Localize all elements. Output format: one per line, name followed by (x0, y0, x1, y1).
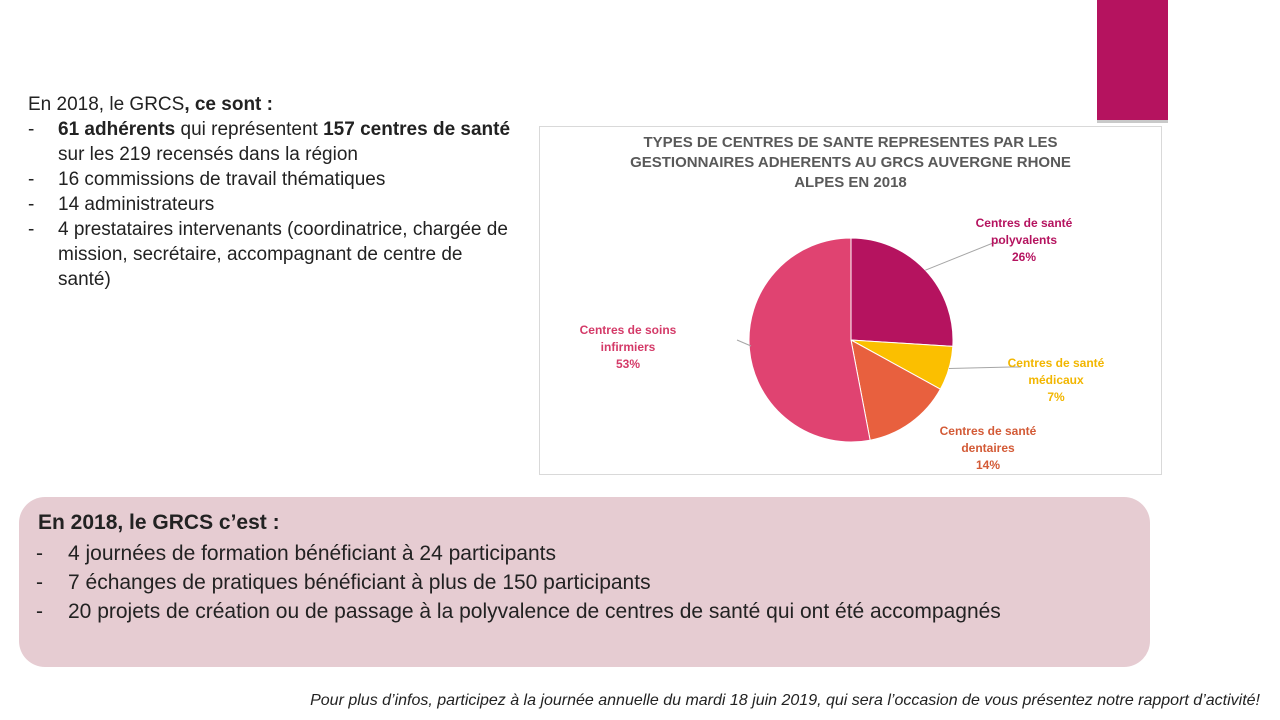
intro-item-text: qui représentent (175, 119, 324, 140)
intro-item-adherents: - 61 adhérents qui représentent 157 centr… (28, 117, 518, 167)
pie-slice (850, 339, 942, 441)
intro-heading-bold: , ce sont : (184, 94, 273, 115)
footer-note: Pour plus d’infos, participez à la journ… (310, 692, 1260, 709)
centres-count: 157 centres de santé (323, 119, 511, 140)
intro-item-text: 4 prestataires intervenants (coordinatri… (58, 219, 508, 290)
list-dash: - (28, 169, 35, 190)
summary-item: - 7 échanges de pratiques bénéficiant à p… (36, 568, 1126, 597)
list-dash: - (36, 600, 43, 623)
accent-bar (1097, 0, 1168, 120)
intro-item-administrateurs: - 14 administrateurs (28, 192, 518, 217)
pie-slice (748, 237, 871, 443)
summary-heading: En 2018, le GRCS c’est : (38, 511, 280, 534)
summary-item: - 4 journées de formation bénéficiant à 2… (36, 539, 1126, 568)
summary-item-text: 20 projets de création ou de passage à l… (68, 600, 1001, 623)
leader-line (948, 366, 1021, 369)
intro-item-text: 14 administrateurs (58, 194, 215, 215)
summary-item-text: 7 échanges de pratiques bénéficiant à pl… (68, 571, 651, 594)
pie-slice-label: Centres de santé dentaires 14% (940, 424, 1037, 472)
pie-slice-label: Centres de santé polyvalents 26% (976, 216, 1073, 264)
intro-item-text: sur les 219 recensés dans la région (58, 144, 358, 165)
chart-title-line: TYPES DE CENTRES DE SANTE REPRESENTES PA… (643, 134, 1058, 151)
list-dash: - (36, 542, 43, 565)
adherents-count: 61 adhérents (58, 119, 176, 140)
leader-line (925, 242, 1001, 271)
list-dash: - (28, 119, 35, 140)
list-dash: - (36, 571, 43, 594)
pie-slice-label: Centres de soins infirmiers 53% (580, 323, 677, 371)
summary-panel: En 2018, le GRCS c’est : - 4 journées de … (19, 497, 1150, 667)
chart-title-line: GESTIONNAIRES ADHERENTS AU GRCS AUVERGNE… (630, 154, 1071, 171)
chart-title: TYPES DE CENTRES DE SANTE REPRESENTES PA… (540, 133, 1161, 193)
intro-item-text: 16 commissions de travail thématiques (58, 169, 386, 190)
chart-title-line: ALPES EN 2018 (794, 174, 907, 191)
pie-slice-label: Centres de santé médicaux 7% (1008, 356, 1105, 404)
accent-bar-shadow (1097, 120, 1168, 123)
summary-item-text: 4 journées de formation bénéficiant à 24… (68, 542, 556, 565)
summary-list: - 4 journées de formation bénéficiant à 2… (36, 539, 1126, 626)
leader-line (736, 339, 752, 347)
list-dash: - (28, 219, 35, 240)
summary-item: - 20 projets de création ou de passage à … (36, 597, 1126, 626)
pie-chart-svg: Centres de santé polyvalents 26% Centres de… (580, 216, 1105, 472)
intro-list: - 61 adhérents qui représentent 157 centr… (28, 117, 518, 292)
pie-slice (850, 237, 954, 347)
list-dash: - (28, 194, 35, 215)
intro-item-prestataires: - 4 prestataires intervenants (coordinatr… (28, 217, 518, 292)
intro-text: En 2018, le GRCS, ce sont : - 61 adhérent… (28, 92, 518, 292)
intro-item-commissions: - 16 commissions de travail thématiques (28, 167, 518, 192)
pie-chart: TYPES DE CENTRES DE SANTE REPRESENTES PA… (539, 126, 1162, 475)
intro-heading: En 2018, le GRCS, ce sont : (28, 92, 518, 117)
intro-heading-text: En 2018, le GRCS (28, 94, 185, 115)
